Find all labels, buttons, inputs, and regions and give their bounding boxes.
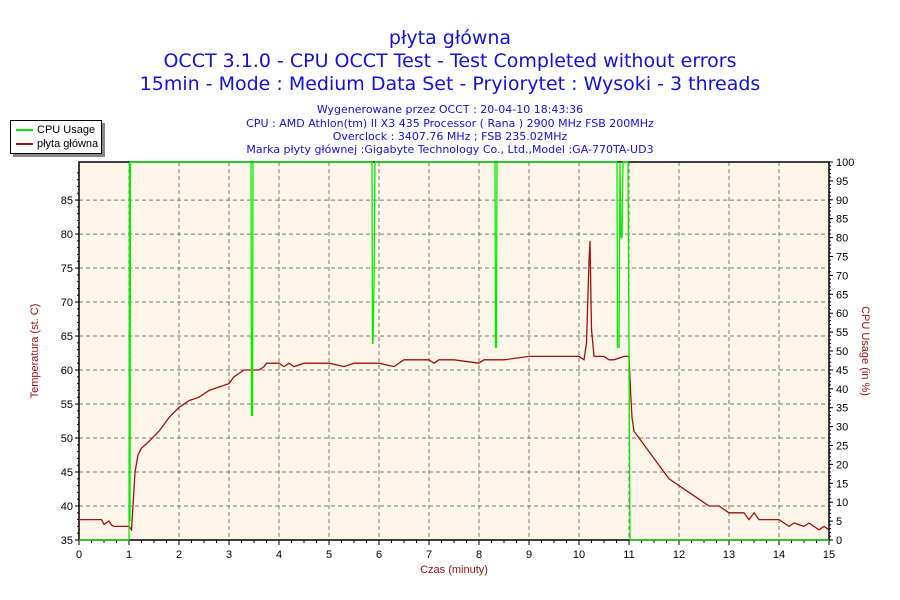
y2-tick-label: 70 <box>836 270 848 282</box>
y2-axis-label: CPU Usage (in %) <box>859 306 871 396</box>
y-tick-label: 35 <box>61 535 73 547</box>
y-tick-label: 60 <box>61 365 73 377</box>
y2-tick-label: 65 <box>836 289 848 301</box>
y-tick-label: 45 <box>61 467 73 479</box>
legend-item-temp: płyta główna <box>16 137 98 150</box>
chart-title: płyta główna <box>388 27 512 49</box>
y2-tick-label: 85 <box>836 214 848 226</box>
y-axis-label: Temperatura (st. C) <box>29 304 41 399</box>
legend: CPU Usage płyta główna <box>10 120 102 154</box>
x-tick-label: 14 <box>773 549 785 561</box>
y2-tick-label: 80 <box>836 233 848 245</box>
y2-tick-label: 10 <box>836 497 848 509</box>
x-tick-label: 3 <box>226 549 232 561</box>
y2-tick-label: 90 <box>836 195 848 207</box>
series-cpu-usage-line <box>79 161 829 541</box>
y-tick-label: 40 <box>61 501 73 513</box>
y-tick-label: 50 <box>61 433 73 445</box>
x-tick-label: 10 <box>573 549 585 561</box>
y-tick-label: 75 <box>61 263 73 275</box>
x-tick-label: 13 <box>723 549 735 561</box>
x-axis-label: Czas (minuty) <box>420 564 488 576</box>
plot-area <box>79 162 829 540</box>
x-tick-label: 11 <box>623 549 634 561</box>
y2-tick-label: 40 <box>836 384 848 396</box>
info-cpu: CPU : AMD Athlon(tm) II X3 435 Processor… <box>246 117 654 130</box>
chart-subtitle-2: 15min - Mode : Medium Data Set - Pryiory… <box>139 73 761 95</box>
legend-label-temp: płyta główna <box>37 137 99 150</box>
legend-swatch-cpu <box>16 128 33 131</box>
x-tick-label: 4 <box>276 549 282 561</box>
y2-tick-label: 60 <box>836 308 848 320</box>
legend-swatch-temp <box>16 142 33 145</box>
y2-tick-label: 25 <box>836 441 848 453</box>
y-tick-label: 70 <box>61 297 73 309</box>
y-tick-label: 65 <box>61 331 73 343</box>
y2-tick-label: 95 <box>836 176 848 188</box>
y2-tick-label: 55 <box>836 327 848 339</box>
series-temperature-line <box>79 240 829 532</box>
y-tick-label: 80 <box>61 229 73 241</box>
legend-item-cpu: CPU Usage <box>16 123 95 136</box>
info-motherboard: Marka płyty głównej :Gigabyte Technology… <box>246 143 654 156</box>
y2-tick-label: 5 <box>836 516 842 528</box>
x-tick-label: 8 <box>476 549 482 561</box>
x-tick-label: 2 <box>176 549 182 561</box>
y2-tick-label: 50 <box>836 346 848 358</box>
y-tick-label: 85 <box>61 195 73 207</box>
info-overclock: Overclock : 3407.76 MHz ; FSB 235.02MHz <box>332 130 568 143</box>
y2-tick-label: 75 <box>836 252 848 264</box>
y2-tick-label: 35 <box>836 403 848 415</box>
info-generated: Wygenerowane przez OCCT : 20-04-10 18:43… <box>316 103 584 116</box>
y2-tick-label: 45 <box>836 365 848 377</box>
x-tick-label: 7 <box>426 549 432 561</box>
x-tick-label: 12 <box>673 549 685 561</box>
x-tick-label: 9 <box>526 549 532 561</box>
y2-tick-label: 15 <box>836 478 848 490</box>
x-tick-label: 15 <box>823 549 835 561</box>
legend-label-cpu: CPU Usage <box>37 123 96 136</box>
x-tick-label: 0 <box>76 549 82 561</box>
x-tick-label: 5 <box>326 549 332 561</box>
y2-tick-label: 20 <box>836 459 848 471</box>
y2-tick-label: 30 <box>836 422 848 434</box>
y2-tick-label: 100 <box>836 157 854 169</box>
x-tick-label: 1 <box>126 549 132 561</box>
x-tick-label: 6 <box>376 549 382 561</box>
y-tick-label: 55 <box>61 399 73 411</box>
chart-subtitle: OCCT 3.1.0 - CPU OCCT Test - Test Comple… <box>163 50 737 72</box>
y2-tick-label: 0 <box>836 535 842 547</box>
